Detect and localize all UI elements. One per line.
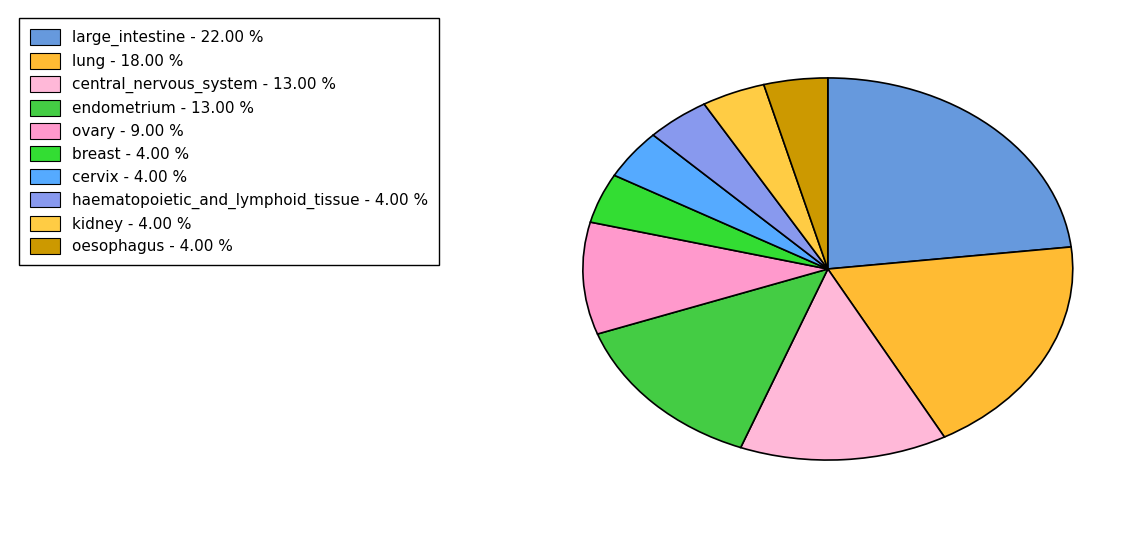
Wedge shape bbox=[653, 104, 828, 269]
Wedge shape bbox=[764, 78, 828, 269]
Legend: large_intestine - 22.00 %, lung - 18.00 %, central_nervous_system - 13.00 %, end: large_intestine - 22.00 %, lung - 18.00 … bbox=[19, 18, 439, 265]
Wedge shape bbox=[828, 247, 1073, 437]
Wedge shape bbox=[741, 269, 945, 460]
Wedge shape bbox=[583, 222, 828, 334]
Wedge shape bbox=[615, 135, 828, 269]
Wedge shape bbox=[704, 84, 828, 269]
Wedge shape bbox=[828, 78, 1072, 269]
Wedge shape bbox=[598, 269, 828, 448]
Wedge shape bbox=[591, 175, 828, 269]
